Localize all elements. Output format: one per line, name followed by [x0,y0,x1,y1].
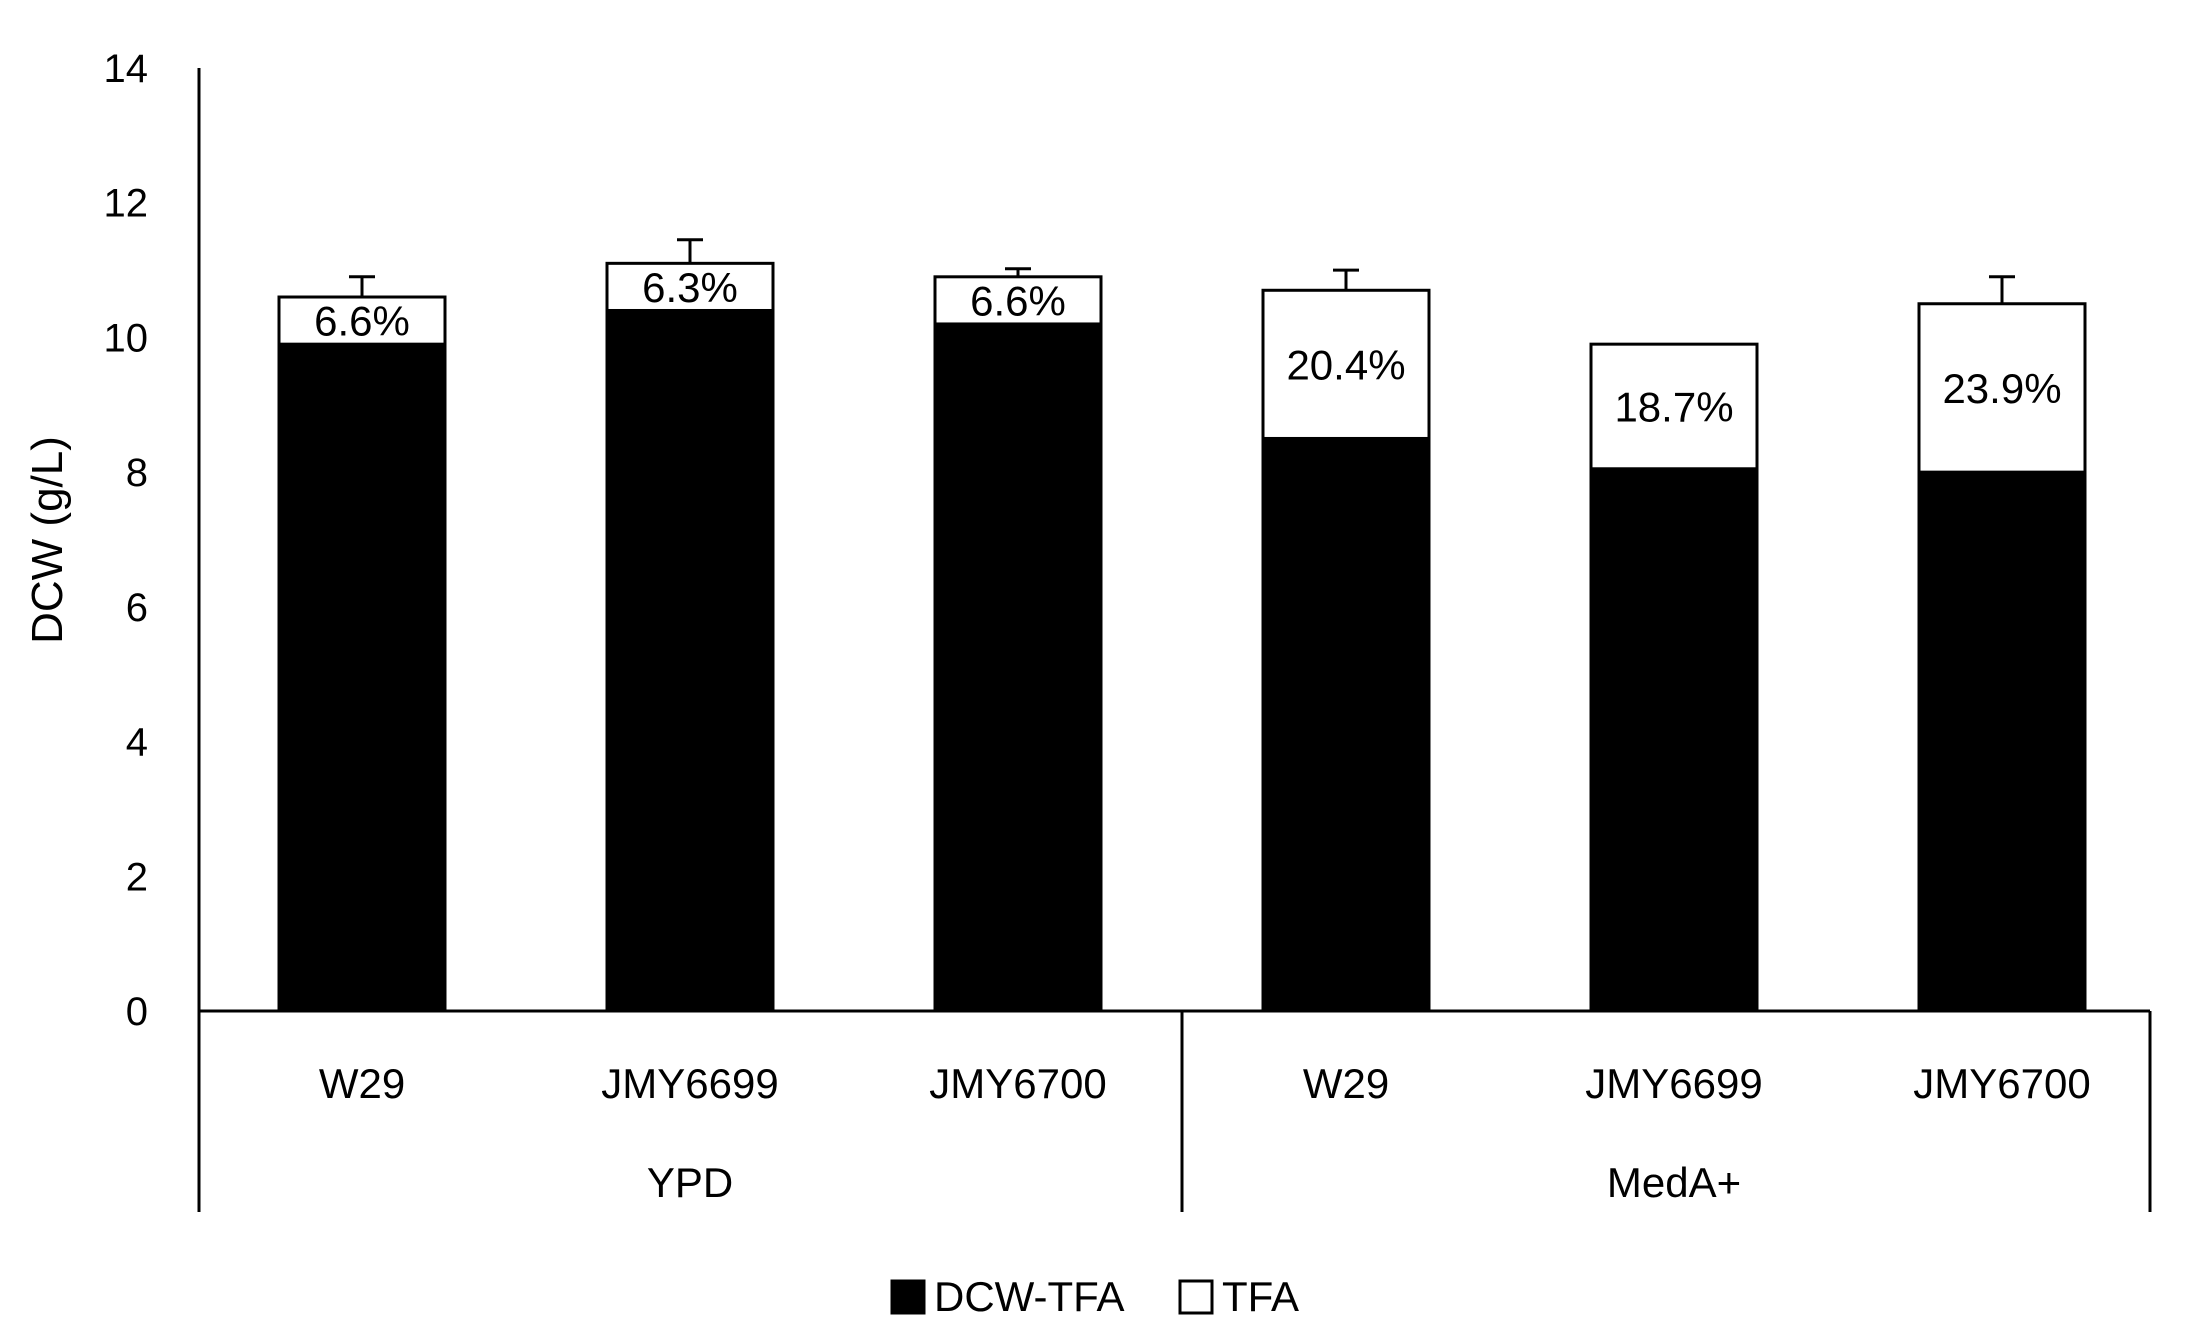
y-axis-title: DCW (g/L) [23,436,72,644]
data-label: 6.6% [314,298,410,345]
y-tick-label: 8 [126,451,148,495]
x-tick-label: JMY6699 [601,1060,778,1107]
data-label: 23.9% [1942,365,2061,412]
data-label: 6.6% [970,277,1066,324]
y-tick-label: 4 [126,721,148,765]
bar-dcw-tfa [933,322,1103,1013]
y-tick-label: 10 [104,316,149,360]
x-tick-label: JMY6700 [929,1060,1106,1107]
data-label: 6.3% [642,264,738,311]
bar-dcw-tfa [605,308,775,1013]
bar-dcw-tfa [277,342,447,1013]
bar-dcw-tfa [1261,436,1431,1013]
legend-swatch [890,1279,926,1315]
group-label: MedA+ [1607,1159,1741,1206]
x-tick-label: W29 [1303,1060,1389,1107]
y-tick-label: 0 [126,990,148,1034]
data-label: 20.4% [1286,341,1405,388]
legend-label: TFA [1222,1273,1299,1320]
bar-tfa [277,295,447,346]
x-tick-label: JMY6700 [1913,1060,2090,1107]
bar-dcw-tfa [1589,467,1759,1013]
data-label: 18.7% [1614,383,1733,430]
legend-swatch [1178,1279,1214,1315]
y-tick-label: 12 [104,182,149,226]
y-tick-label: 6 [126,586,148,630]
bar-tfa [1589,342,1759,471]
bar-dcw-tfa [1917,470,2087,1013]
group-label: YPD [647,1159,733,1206]
legend-label: DCW-TFA [934,1273,1125,1320]
y-tick-label: 2 [126,855,148,899]
y-tick-label: 14 [104,47,149,91]
x-tick-label: W29 [319,1060,405,1107]
x-tick-label: JMY6699 [1585,1060,1762,1107]
